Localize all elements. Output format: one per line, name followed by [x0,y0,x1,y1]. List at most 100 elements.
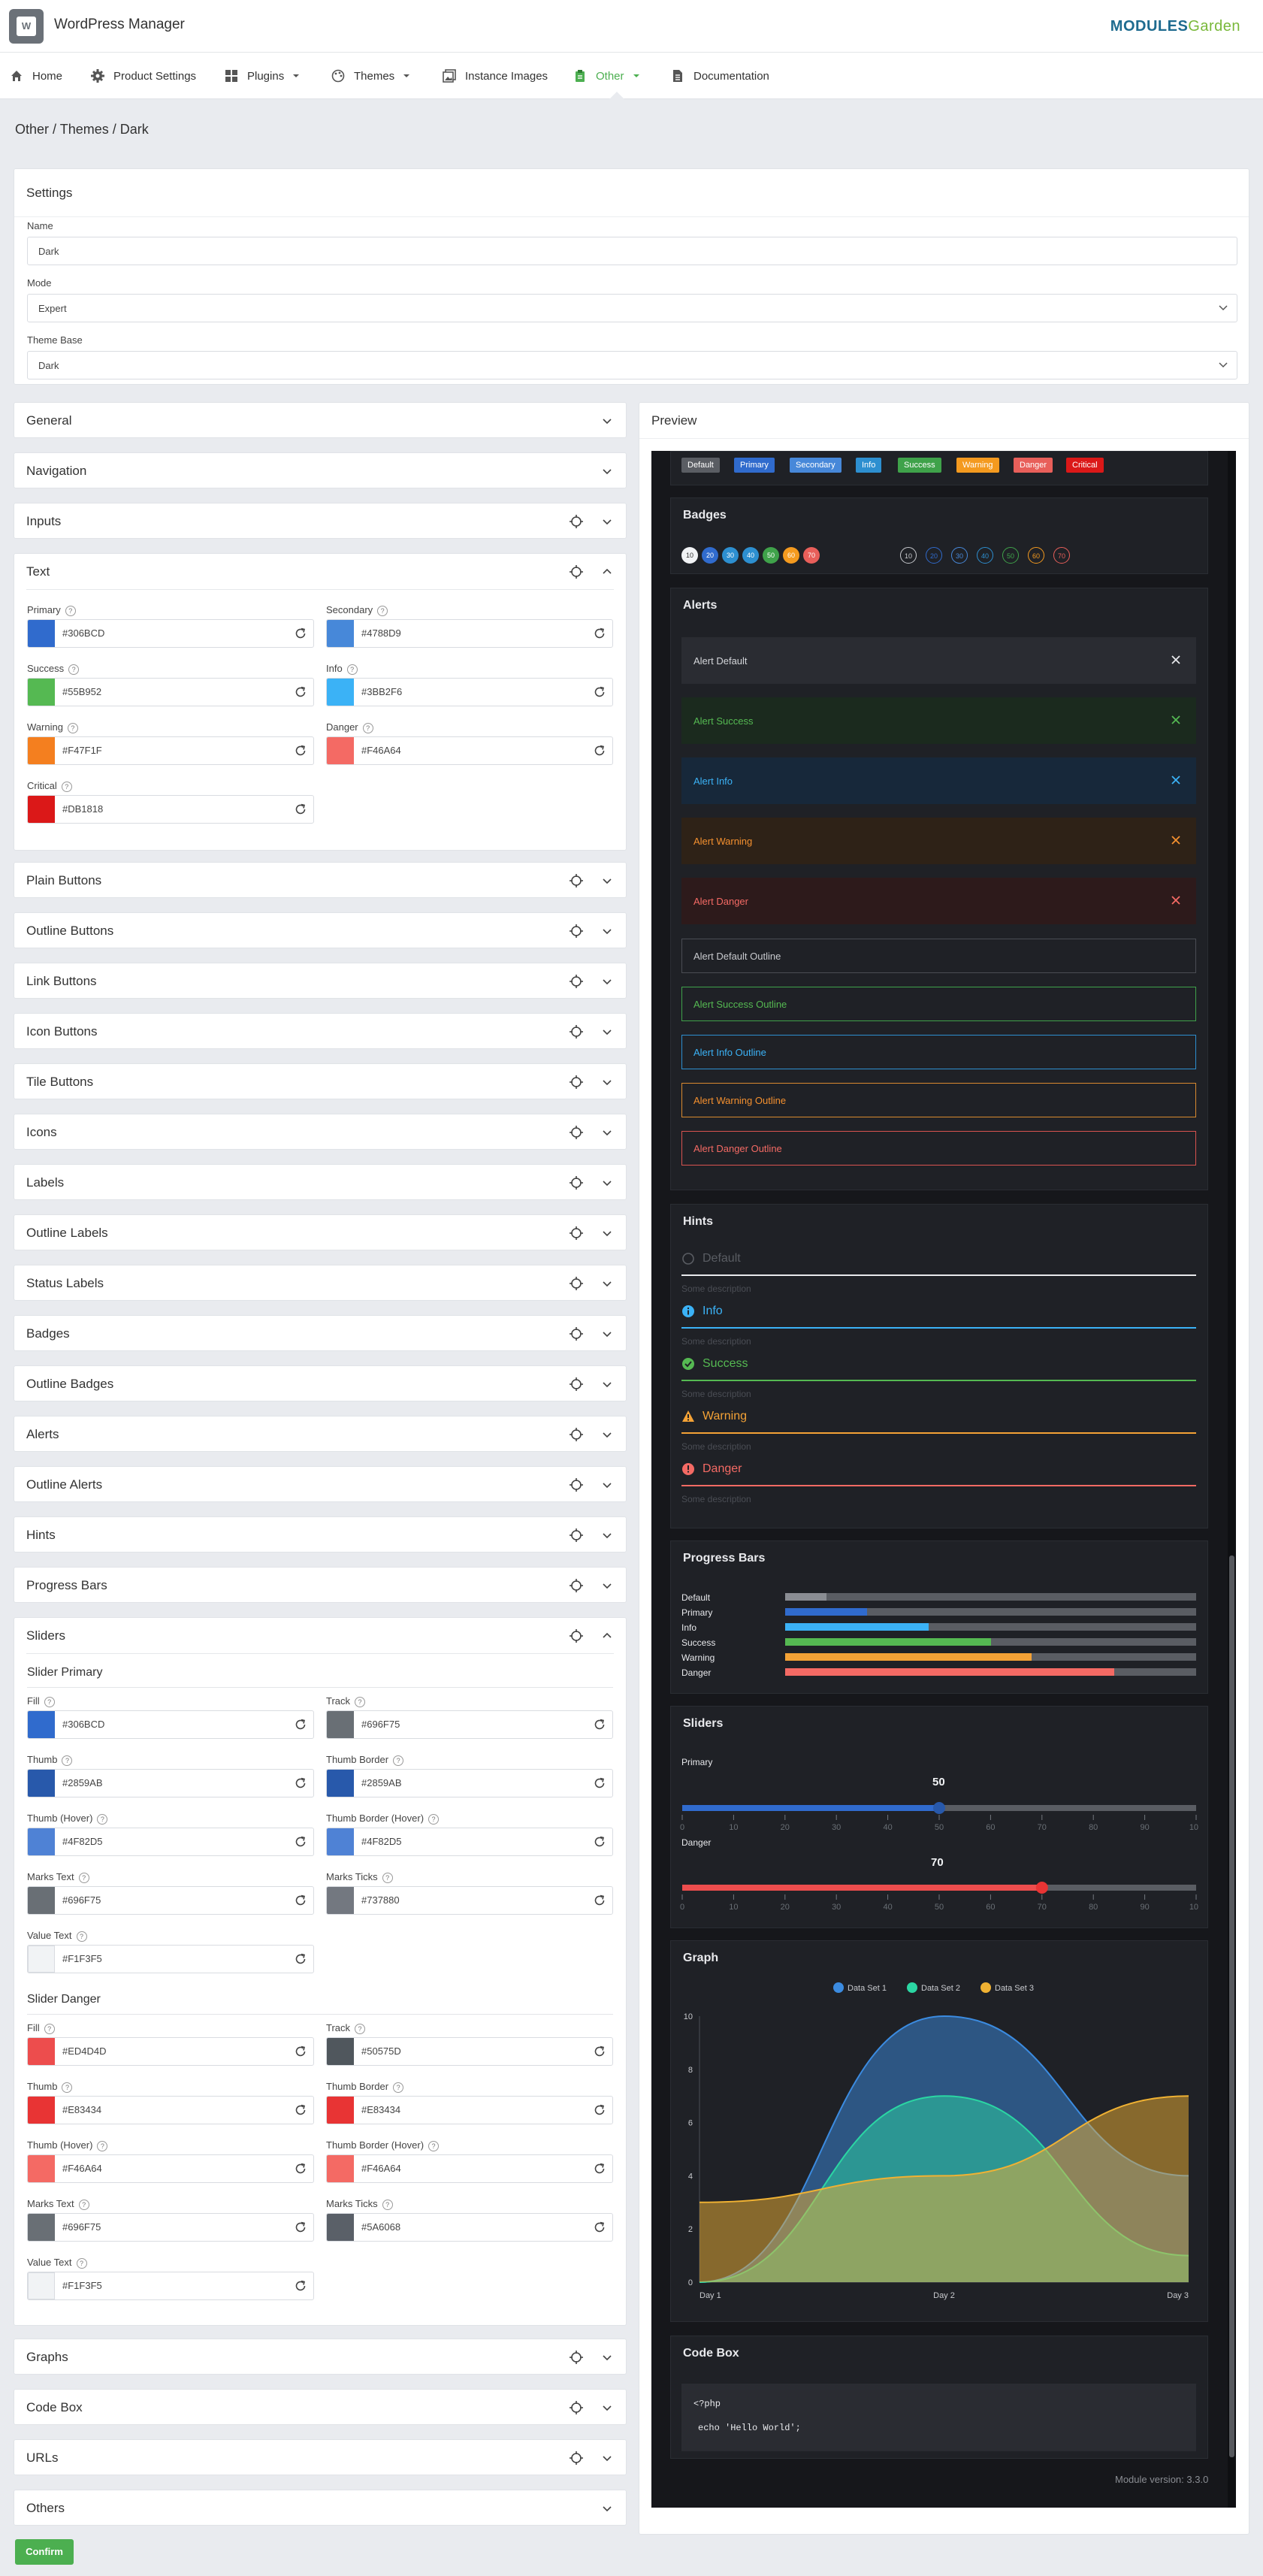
crosshair-icon[interactable] [569,2451,584,2466]
crosshair-icon[interactable] [569,1024,584,1039]
color-picker-input[interactable]: #2859AB [27,1769,314,1797]
reset-icon[interactable] [593,2103,606,2117]
nav-product-settings[interactable]: Product Settings [90,53,196,99]
preview-button-default[interactable]: Default [681,458,720,473]
reset-icon[interactable] [294,2279,307,2293]
crosshair-icon[interactable] [569,1628,584,1643]
color-swatch[interactable] [28,2214,55,2241]
color-picker-input[interactable]: #F46A64 [27,2154,314,2183]
color-picker-input[interactable]: #F46A64 [326,736,613,765]
help-icon[interactable]: ? [346,664,358,675]
help-icon[interactable]: ? [382,2199,393,2210]
help-icon[interactable]: ? [44,2023,55,2034]
color-swatch[interactable] [327,2155,354,2182]
reset-icon[interactable] [294,2221,307,2234]
nav-themes[interactable]: Themes [331,53,410,99]
chevron-down-icon[interactable] [602,1077,612,1087]
color-picker-input[interactable]: #F1F3F5 [27,2272,314,2300]
chevron-down-icon[interactable] [602,926,612,936]
close-icon[interactable] [1171,775,1181,785]
help-icon[interactable]: ? [65,605,76,616]
nav-other[interactable]: Other [573,53,640,99]
color-swatch[interactable] [327,737,354,764]
color-picker-input[interactable]: #737880 [326,1886,613,1915]
confirm-button[interactable]: Confirm [15,2539,74,2565]
accordion-header[interactable]: Icon Buttons [14,1014,626,1050]
accordion-header[interactable]: Progress Bars [14,1568,626,1604]
crosshair-icon[interactable] [569,974,584,989]
mode-select[interactable]: Expert [27,294,1237,322]
color-picker-input[interactable]: #696F75 [326,1710,613,1739]
chevron-down-icon[interactable] [602,2503,612,2514]
crosshair-icon[interactable] [569,1427,584,1442]
help-icon[interactable]: ? [78,2199,89,2210]
accordion-header[interactable]: Outline Buttons [14,913,626,949]
nav-instance-images[interactable]: Instance Images [442,53,548,99]
modulesgarden-logo[interactable]: MODULESGarden [1110,18,1240,35]
color-picker-input[interactable]: #4F82D5 [27,1828,314,1856]
accordion-header[interactable]: Plain Buttons [14,863,626,899]
crosshair-icon[interactable] [569,1578,584,1593]
help-icon[interactable]: ? [62,2082,73,2093]
crosshair-icon[interactable] [569,1326,584,1341]
reset-icon[interactable] [593,685,606,699]
reset-icon[interactable] [294,1894,307,1907]
color-swatch[interactable] [327,1887,354,1914]
reset-icon[interactable] [294,744,307,757]
preview-button-warning[interactable]: Warning [956,458,999,473]
color-swatch[interactable] [327,1770,354,1797]
nav-home[interactable]: Home [9,53,62,99]
accordion-header[interactable]: Inputs [14,503,626,540]
crosshair-icon[interactable] [569,514,584,529]
nav-documentation[interactable]: Documentation [670,53,769,99]
help-icon[interactable]: ? [393,2082,404,2093]
crosshair-icon[interactable] [569,1477,584,1492]
help-icon[interactable]: ? [393,1755,404,1766]
chevron-down-icon[interactable] [602,1026,612,1037]
accordion-header[interactable]: URLs [14,2440,626,2476]
close-icon[interactable] [1171,895,1181,906]
crosshair-icon[interactable] [569,1377,584,1392]
reset-icon[interactable] [294,1952,307,1966]
color-picker-input[interactable]: #DB1818 [27,795,314,824]
nav-plugins[interactable]: Plugins [224,53,300,99]
crosshair-icon[interactable] [569,1175,584,1190]
help-icon[interactable]: ? [355,2023,366,2034]
close-icon[interactable] [1171,715,1181,725]
color-picker-input[interactable]: #3BB2F6 [326,678,613,706]
crosshair-icon[interactable] [569,1125,584,1140]
preview-button-info[interactable]: Info [856,458,882,473]
preview-button-critical[interactable]: Critical [1066,458,1104,473]
help-icon[interactable]: ? [97,2140,108,2151]
chevron-down-icon[interactable] [602,1329,612,1339]
crosshair-icon[interactable] [569,1276,584,1291]
reset-icon[interactable] [593,627,606,640]
color-picker-input[interactable]: #F1F3F5 [27,1945,314,1973]
chevron-down-icon[interactable] [602,1127,612,1138]
chevron-down-icon[interactable] [602,1278,612,1289]
color-picker-input[interactable]: #4788D9 [326,619,613,648]
chevron-up-icon[interactable] [602,567,612,577]
color-swatch[interactable] [28,1946,55,1973]
color-picker-input[interactable]: #2859AB [326,1769,613,1797]
accordion-header[interactable]: Badges [14,1316,626,1352]
color-swatch[interactable] [28,679,55,706]
color-picker-input[interactable]: #5A6068 [326,2213,613,2242]
color-swatch[interactable] [327,2097,354,2124]
help-icon[interactable]: ? [67,722,78,733]
accordion-header[interactable]: Sliders [14,1618,626,1654]
color-swatch[interactable] [327,620,354,647]
color-swatch[interactable] [327,679,354,706]
help-icon[interactable]: ? [377,605,388,616]
accordion-header[interactable]: Outline Alerts [14,1467,626,1503]
color-swatch[interactable] [28,2155,55,2182]
accordion-header[interactable]: Status Labels [14,1265,626,1302]
color-picker-input[interactable]: #306BCD [27,619,314,648]
accordion-header[interactable]: General [14,403,626,439]
color-picker-input[interactable]: #696F75 [27,1886,314,1915]
chevron-down-icon[interactable] [602,2352,612,2363]
chevron-down-icon[interactable] [602,1580,612,1591]
color-picker-input[interactable]: #E83434 [27,2096,314,2124]
color-swatch[interactable] [28,796,55,823]
chevron-down-icon[interactable] [602,1178,612,1188]
